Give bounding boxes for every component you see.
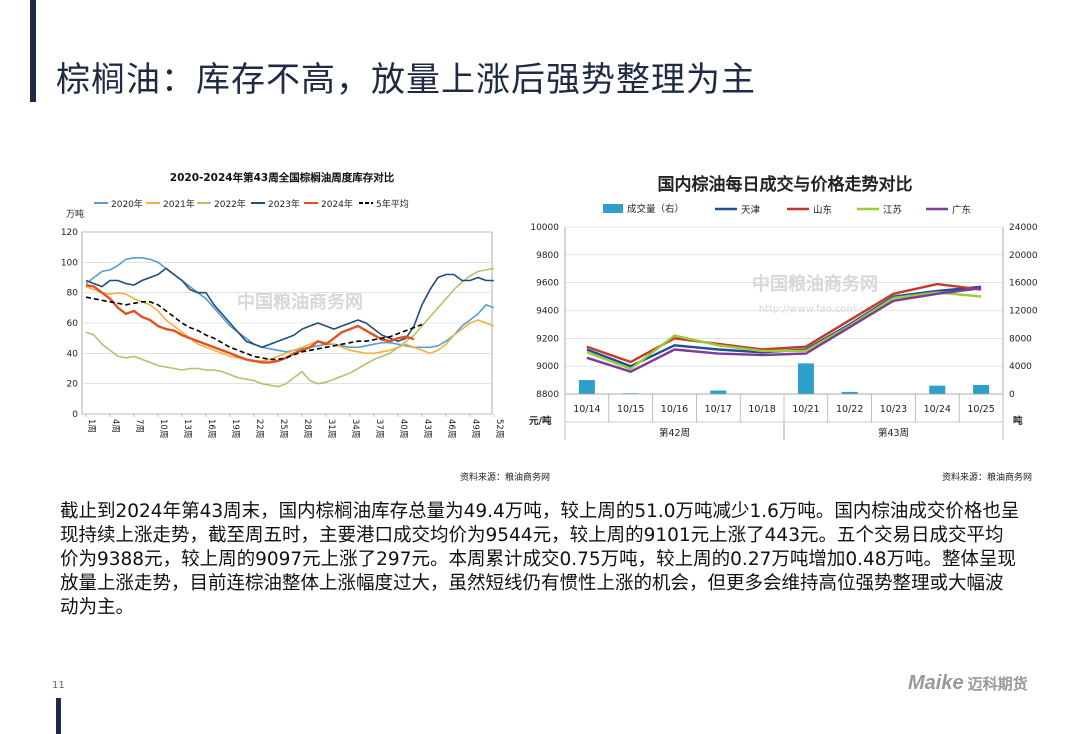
legend-label: 成交量（右） [627,203,684,215]
x-tick-label: 52周 [494,419,504,438]
x-tick-label: 19周 [230,419,240,438]
y-tick-label: 60 [67,319,79,329]
category-label: 10/14 [573,404,600,415]
chart-title: 国内棕油每日成交与价格走势对比 [658,174,913,195]
logo-en: Maike [908,672,964,694]
x-tick-label: 43周 [422,419,432,438]
legend-label: 江苏 [883,204,903,216]
category-label: 10/21 [792,404,819,415]
y-left-tick-label: 8800 [536,390,559,400]
volume-bar [973,384,990,394]
watermark: 中国粮油商务网 [237,291,363,313]
x-tick-label: 25周 [278,419,288,438]
page-number: 11 [52,680,65,691]
x-tick-label: 28周 [302,419,312,438]
y-right-unit: 吨 [1013,415,1023,427]
analysis-paragraph: 截止到2024年第43周末，国内棕榈油库存总量为49.4万吨，较上周的51.0万… [60,500,1020,620]
volume-bar [578,380,595,394]
analysis-text: 截止到2024年第43周末，国内棕榈油库存总量为49.4万吨，较上周的51.0万… [60,501,1020,618]
y-left-tick-label: 9600 [536,279,559,289]
source-note-left: 资料来源：粮油商务网 [460,473,551,483]
x-tick-label: 31周 [326,419,336,438]
category-label: 10/25 [967,404,994,415]
price-line-山东 [586,282,982,364]
bottom-accent-bar [56,698,61,734]
category-label: 10/16 [661,404,688,415]
y-left-tick-label: 9800 [536,251,559,261]
y-tick-label: 120 [61,228,78,238]
x-tick-label: 13周 [182,419,192,438]
y-tick-label: 80 [67,289,79,299]
price-line-广东 [586,287,982,373]
series-line-5年平均 [85,296,423,361]
legend-label: 山东 [813,204,832,216]
y-axis-unit: 万吨 [66,208,84,220]
top-accent-bar [30,0,36,102]
series-line-2023年 [85,267,494,349]
x-tick-label: 46周 [446,419,456,438]
legend-label: 2024年 [321,198,353,210]
y-right-tick-label: 12000 [1009,307,1038,317]
legend-label: 2020年 [111,198,143,210]
x-tick-label: 49周 [470,419,480,438]
series-line-2021年 [85,285,495,362]
week-label: 第42周 [659,427,690,439]
y-right-tick-label: 0 [1009,390,1015,400]
legend-label: 2023年 [268,198,300,210]
y-left-tick-label: 10000 [530,223,559,233]
x-tick-label: 22周 [254,419,264,438]
y-left-tick-label: 9400 [536,307,559,317]
maike-logo: Maike 迈科期货 [908,672,1028,695]
y-right-tick-label: 4000 [1009,362,1032,372]
x-tick-label: 1周 [86,419,96,433]
volume-bar [710,390,727,394]
price-line-江苏 [586,291,982,371]
legend-label: 5年平均 [376,198,409,210]
series-line-2022年 [85,267,495,388]
legend-label: 2022年 [214,198,246,210]
y-left-tick-label: 9000 [536,362,559,372]
y-tick-label: 20 [67,380,79,390]
y-right-tick-label: 8000 [1009,334,1032,344]
page-title: 棕榈油：库存不高，放量上涨后强势整理为主 [56,60,756,100]
y-right-tick-label: 16000 [1009,279,1038,289]
watermark-url: http://www.fao.com.cn [759,304,872,315]
x-tick-label: 40周 [398,419,408,438]
category-label: 10/23 [880,404,907,415]
watermark: 中国粮油商务网 [752,273,878,295]
y-left-unit: 元/吨 [529,415,552,427]
y-tick-label: 40 [67,349,79,359]
legend-label: 2021年 [163,198,195,210]
legend-swatch [603,204,623,213]
series-line-2024年 [85,283,415,364]
legend-label: 天津 [741,205,761,216]
inventory-chart: 2020-2024年第43周全国棕榈油周度库存对比 2020年 2021年 2022年… [61,171,504,438]
source-note-right: 资料来源：粮油商务网 [942,473,1033,483]
x-tick-label: 34周 [350,419,360,438]
logo-cn: 迈科期货 [967,676,1028,693]
volume-bar [797,363,814,394]
week-label: 第43周 [878,427,909,439]
y-left-tick-label: 9200 [536,334,559,344]
y-tick-label: 0 [72,410,78,420]
chart-title: 2020-2024年第43周全国棕榈油周度库存对比 [170,171,395,184]
x-tick-label: 7周 [134,419,144,433]
x-tick-label: 16周 [206,419,216,438]
x-tick-label: 37周 [374,419,384,438]
category-label: 10/22 [836,404,863,415]
category-label: 10/17 [705,404,732,415]
volume-bar [841,391,858,394]
legend-label: 广东 [952,204,971,216]
category-label: 10/24 [924,404,951,415]
volume-bar [929,385,946,394]
x-tick-label: 10周 [158,419,168,438]
category-label: 10/18 [748,404,775,415]
y-tick-label: 100 [61,258,78,268]
y-right-tick-label: 20000 [1009,251,1038,261]
x-tick-label: 4周 [110,419,120,433]
y-right-tick-label: 24000 [1009,223,1038,233]
category-label: 10/15 [617,404,644,415]
